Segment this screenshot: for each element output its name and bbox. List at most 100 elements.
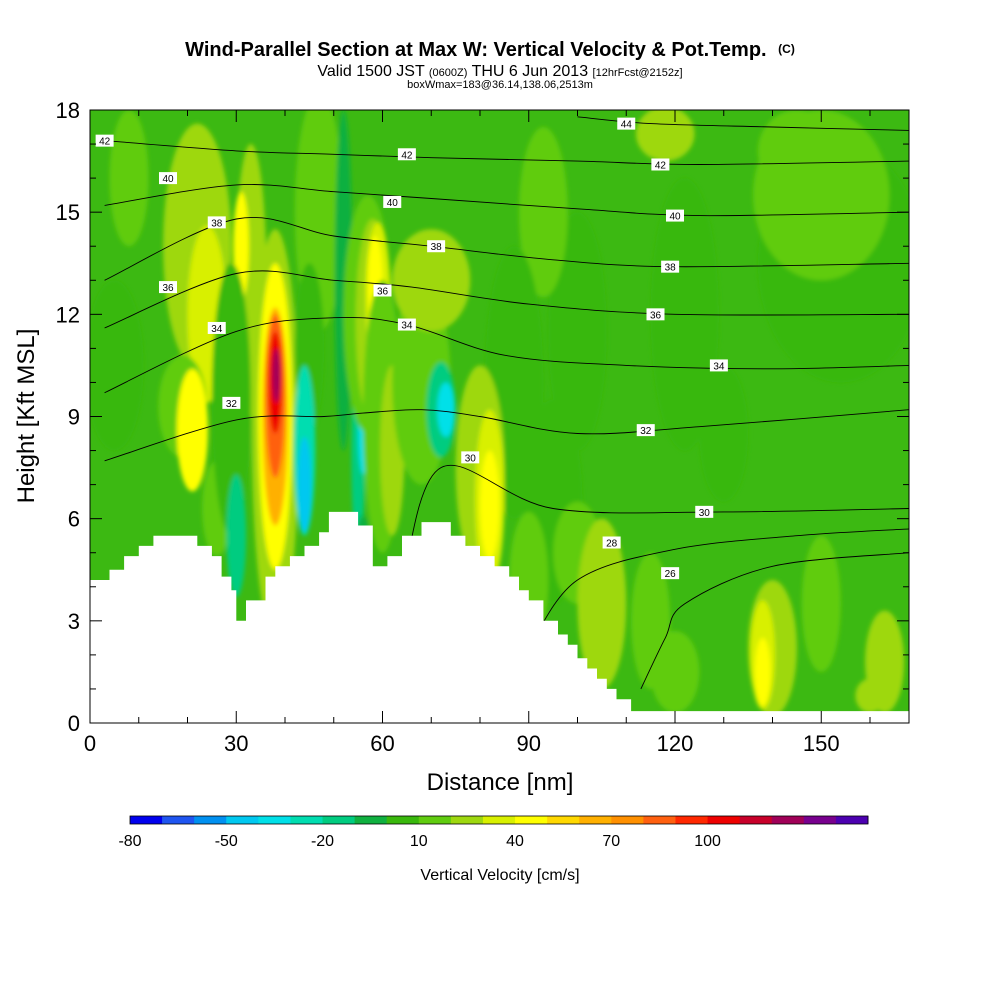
velocity-cell [226,474,246,597]
isentrope-label-34: 34 [397,318,416,332]
y-tick-label: 3 [68,609,80,634]
colorbar-swatch [579,816,612,824]
x-tick-label: 120 [657,731,694,756]
isentrope-label-30: 30 [695,505,714,519]
isentrope-label-34: 34 [709,359,728,372]
velocity-cell [699,365,749,502]
colorbar-swatch [707,816,741,824]
vertical-velocity-field [90,110,909,717]
isentrope-label-36: 36 [646,308,665,321]
isentrope-label-38: 38 [661,260,680,274]
x-tick-label: 60 [370,731,394,756]
colorbar-tick-label: 40 [506,833,524,850]
y-tick-label: 15 [56,200,80,225]
isentrope-label-34: 34 [207,321,226,335]
y-tick-label: 9 [68,405,80,430]
colorbar-tick-label: -20 [311,833,334,850]
velocity-cell [757,110,836,192]
colorbar-swatch [162,816,195,824]
y-tick-label: 18 [56,98,80,123]
isentrope-44 [577,116,909,131]
svg-text:40: 40 [162,174,174,185]
y-tick-label: 6 [68,507,80,532]
isentrope-label-42: 42 [651,158,670,171]
velocity-cell [480,450,500,560]
colorbar-swatch [547,816,580,824]
velocity-cell [297,436,312,533]
valid-time: Valid 1500 JST [317,63,425,80]
velocity-cell [754,637,771,706]
copyright-mark: (C) [778,42,795,56]
isentrope-36 [104,270,909,329]
svg-text:36: 36 [650,310,662,321]
chart-title: Wind-Parallel Section at Max W: Vertical… [185,39,766,61]
svg-text:34: 34 [211,324,223,335]
svg-text:40: 40 [669,212,681,223]
x-tick-label: 30 [224,731,248,756]
isentrope-label-42: 42 [95,134,114,148]
isentrope-label-38: 38 [207,216,226,229]
velocity-cell [636,110,695,162]
colorbar-swatch [803,816,837,824]
x-tick-label: 0 [84,731,96,756]
colorbar-swatch [611,816,644,824]
x-tick-label: 150 [803,731,840,756]
isentrope-label-32: 32 [222,396,241,410]
contour-labels: 26 28 30 30 32 32 34 34 34 36 36 36 38 38 38 40 40 40 42 42… [95,117,728,580]
colorbar-tick-label: -50 [215,833,238,850]
velocity-cell [548,212,607,451]
x-tick-label: 90 [517,731,541,756]
svg-text:42: 42 [401,150,413,161]
colorbar-swatch [130,816,163,824]
isentrope-34 [104,316,909,394]
isentrope-30 [401,465,909,587]
colorbar-label: Vertical Velocity [cm/s] [420,867,579,884]
isentrope-label-30: 30 [461,451,480,464]
svg-text:Valid 1500 JST (0600Z): Valid 1500 JST (0600Z) THU 6 Jun 2013 [1… [317,63,682,80]
velocity-cell [109,110,149,247]
box-wmax-info: boxWmax=183@36.14,138.06,2513m [407,79,593,91]
isentrope-label-40: 40 [383,195,402,209]
colorbar-swatch [354,816,388,824]
x-axis-label: Distance [nm] [427,769,574,796]
colorbar-tick-label: 100 [694,833,721,850]
velocity-cell [437,382,455,437]
isentrope-label-36: 36 [373,284,392,297]
forecast-info: [12hrFcst@2152z] [593,67,683,79]
isentrope-label-42: 42 [397,148,416,161]
colorbar-swatch [386,816,420,824]
colorbar-swatch [258,816,291,824]
colorbar-swatch [643,816,676,824]
svg-text:28: 28 [606,539,618,550]
velocity-cell [577,518,627,689]
velocity-cell [176,368,208,492]
x-axis: 0 30 60 90 120 150 [84,110,871,756]
isentrope-label-32: 32 [636,424,655,437]
colorbar-tick-label: -80 [118,833,141,850]
isentrope-40 [104,184,909,217]
isentrope-26 [640,552,909,690]
svg-text:34: 34 [401,321,413,332]
colorbar: -80 -50 -20 10 40 70 100 [118,815,869,850]
svg-text:40: 40 [387,198,399,209]
colorbar-tick-label: 10 [410,833,428,850]
svg-text:Wind-Parallel Section at Max W: Wind-Parallel Section at Max W: Vertical… [185,39,795,61]
colorbar-swatch [290,816,324,824]
svg-text:36: 36 [162,283,174,294]
colorbar-swatch [322,816,356,824]
svg-text:30: 30 [465,453,477,464]
svg-text:34: 34 [713,361,725,372]
svg-text:32: 32 [640,426,652,437]
svg-text:42: 42 [655,160,667,171]
svg-text:38: 38 [665,263,677,274]
colorbar-swatch [515,816,548,824]
isentrope-28 [528,528,909,649]
plot-area: 26 28 30 30 32 32 34 34 34 36 36 36 38 38 38 40 40 40 42 42… [90,110,909,723]
colorbar-swatch [194,816,227,824]
isentrope-38 [104,216,909,281]
colorbar-swatch [226,816,259,824]
potential-temperature-contours [104,116,909,690]
velocity-cell [392,229,471,332]
isentrope-label-28: 28 [602,536,621,550]
